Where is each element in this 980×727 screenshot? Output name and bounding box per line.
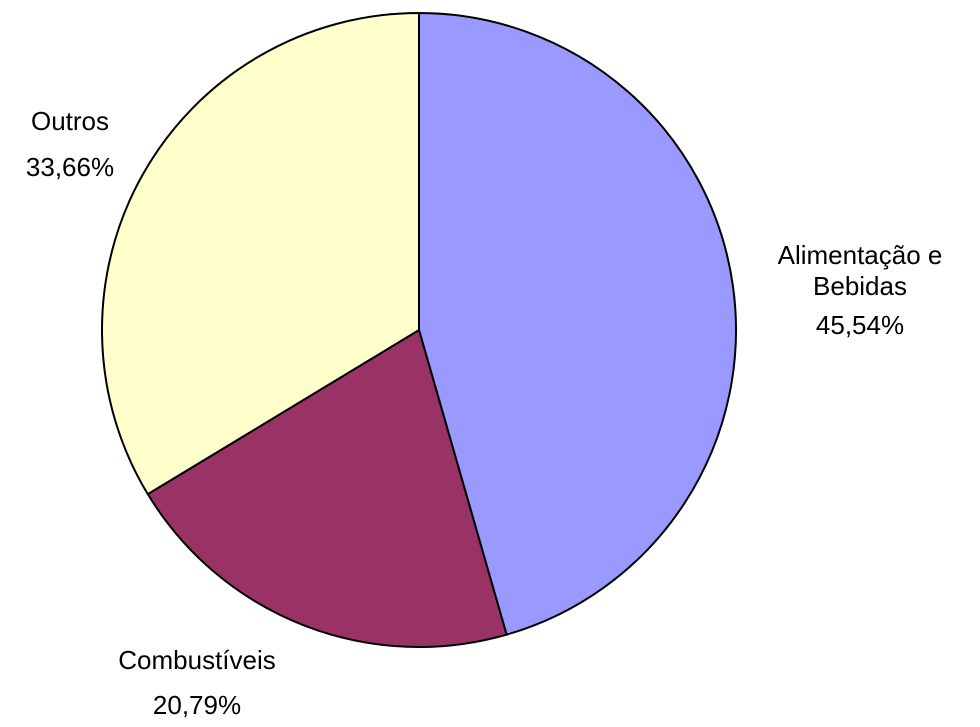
pie-slice <box>418 11 737 636</box>
slice-value-label: 20,79% <box>152 690 242 720</box>
pie-slice <box>101 11 420 496</box>
slice-label: Outros <box>30 106 110 136</box>
slice-value-label: 33,66% <box>25 152 115 182</box>
slice-label: Alimentação e Bebidas <box>777 240 943 301</box>
pie-slice <box>146 328 508 648</box>
slice-value-label: 45,54% <box>815 310 905 340</box>
slice-label: Combustíveis <box>118 645 276 675</box>
